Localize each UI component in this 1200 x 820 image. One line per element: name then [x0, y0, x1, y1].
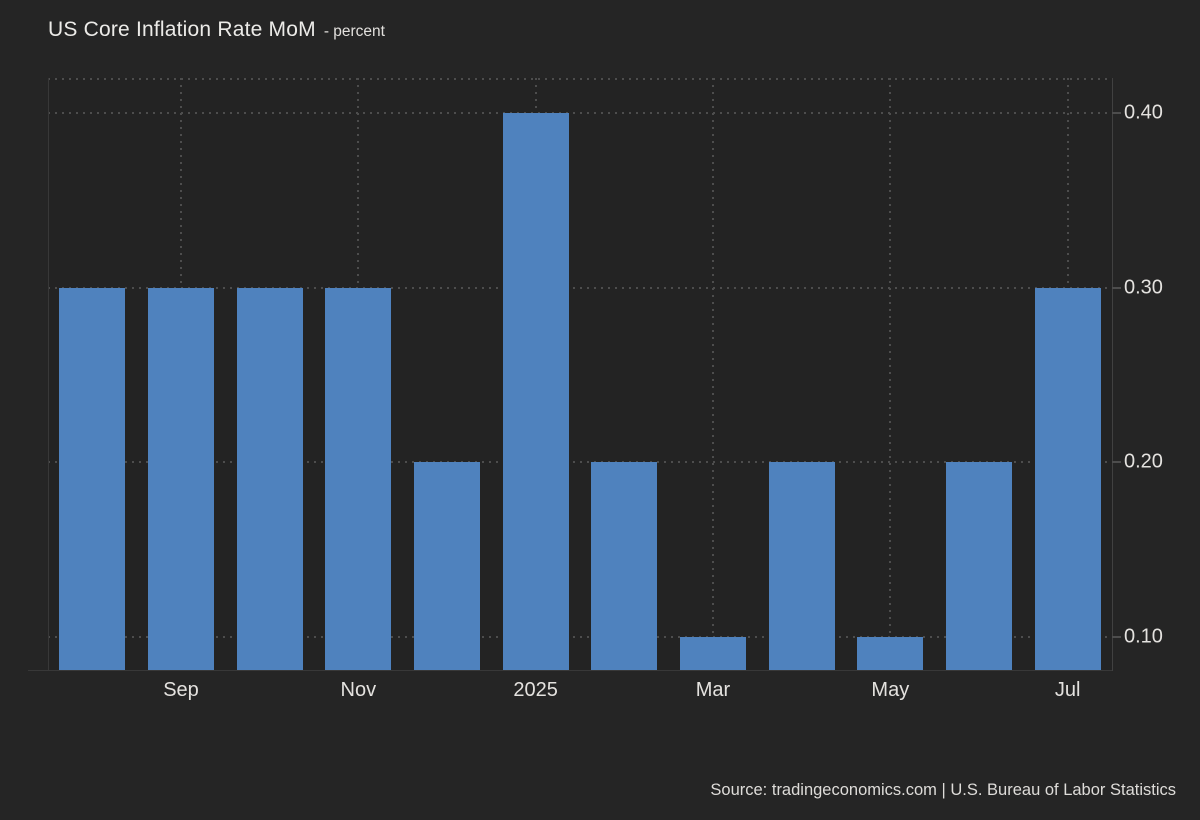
y-axis-label: 0.30 [1124, 276, 1163, 299]
v-gridline [889, 78, 892, 670]
x-axis-line [28, 670, 1112, 671]
bar[interactable] [946, 462, 1012, 670]
bar[interactable] [414, 462, 480, 670]
x-axis-label: Jul [1054, 679, 1081, 701]
x-axis-label: May [871, 679, 910, 701]
h-gridline [48, 461, 1112, 464]
h-gridline [48, 111, 1112, 114]
h-gridline [48, 635, 1112, 638]
bar[interactable] [768, 462, 835, 670]
bar[interactable] [502, 112, 569, 670]
chart-subtitle: - percent [323, 23, 385, 40]
bar[interactable] [59, 287, 126, 670]
x-axis-label: Nov [340, 679, 377, 701]
source-credit: Source: tradingeconomics.com | U.S. Bure… [710, 781, 1176, 799]
bar[interactable] [857, 636, 924, 670]
chart-header: US Core Inflation Rate MoM - percent [48, 18, 385, 42]
y-axis-label: 0.20 [1124, 450, 1163, 473]
x-axis-label: 2025 [513, 679, 558, 701]
bar[interactable] [1034, 287, 1101, 670]
plot-area[interactable] [48, 78, 1112, 670]
y-axis-line-right [1112, 78, 1113, 671]
bar[interactable] [680, 636, 746, 670]
chart-title: US Core Inflation Rate MoM [48, 18, 316, 41]
plot-top-border [48, 78, 1112, 80]
y-axis-label: 0.40 [1124, 101, 1163, 124]
h-gridline [48, 286, 1112, 289]
x-axis-label: Mar [695, 679, 731, 701]
x-axis-label: Sep [163, 679, 199, 701]
bar[interactable] [325, 287, 392, 670]
y-axis-line-left [48, 78, 49, 671]
y-axis-tick [1112, 635, 1121, 638]
bar[interactable] [236, 287, 303, 670]
v-gridline [712, 78, 714, 670]
bar[interactable] [591, 462, 658, 670]
y-axis-tick [1112, 286, 1121, 289]
y-axis-tick [1112, 111, 1121, 114]
y-axis-label: 0.10 [1124, 625, 1163, 648]
bar[interactable] [148, 287, 214, 670]
y-axis-tick [1112, 461, 1121, 464]
